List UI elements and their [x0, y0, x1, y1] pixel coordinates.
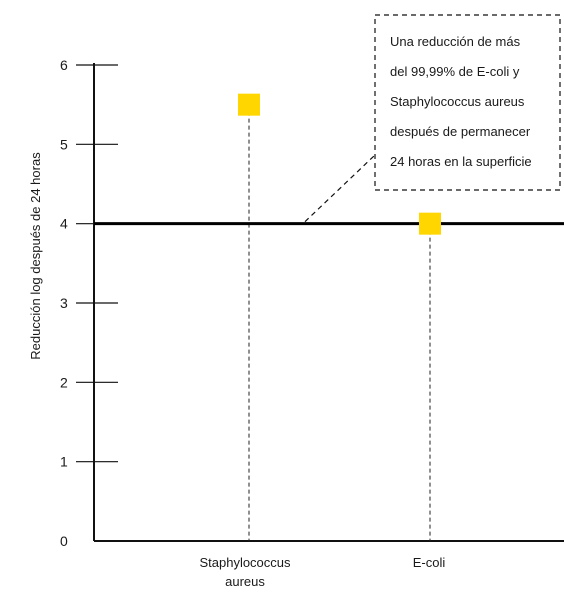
data-marker [419, 212, 441, 235]
y-tick-label: 4 [60, 216, 68, 232]
y-tick-label: 0 [60, 533, 68, 549]
y-tick-label: 5 [60, 136, 68, 152]
x-category-label: aureus [225, 574, 265, 589]
annotation-text-line: 24 horas en la superficie [390, 154, 532, 169]
annotation-text-line: Una reducción de más [390, 34, 521, 49]
y-axis-title: Reducción log después de 24 horas [28, 152, 43, 360]
y-tick-label: 2 [60, 374, 68, 390]
y-tick-label: 1 [60, 454, 68, 470]
annotation-text-line: Staphylococcus aureus [390, 94, 525, 109]
y-tick-label: 6 [60, 57, 68, 73]
x-category-label: E-coli [413, 555, 446, 570]
annotation-leader [304, 154, 376, 223]
labels: 0 1 2 3 4 5 6 Staphylococcus aureus E-coli Reducci… [28, 57, 445, 589]
data-marker [238, 93, 260, 116]
annotation-group: Una reducción de más del 99,99% de E-coli… [304, 14, 561, 223]
x-category-label: Staphylococcus [199, 555, 291, 570]
y-tick-label: 3 [60, 295, 68, 311]
annotation-box [374, 14, 561, 191]
annotation-text-line: después de permanecer [390, 124, 531, 139]
marker-stems [248, 104, 431, 541]
annotation-text-line: del 99,99% de E-coli y [390, 64, 520, 79]
data-markers [238, 93, 441, 235]
